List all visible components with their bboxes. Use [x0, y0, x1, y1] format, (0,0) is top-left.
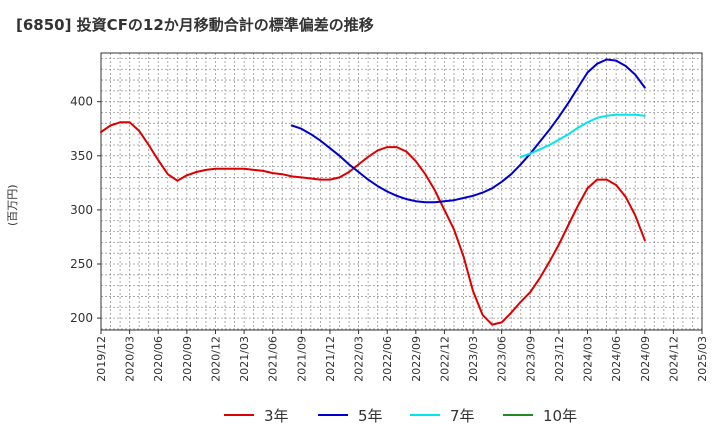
x-tick-label: 2020/12 [209, 336, 222, 382]
x-tick-label: 2021/12 [324, 336, 337, 382]
x-tick-label: 2020/09 [181, 336, 194, 382]
y-tick-label: 400 [70, 95, 93, 109]
series-line-3 [519, 113, 646, 158]
x-tick-label: 2023/06 [496, 336, 509, 382]
x-tick-label: 2021/09 [295, 336, 308, 382]
legend: 3年 5年 7年 10年 [0, 404, 720, 428]
x-tick-label: 2022/03 [353, 336, 366, 382]
x-tick-label: 2019/12 [95, 336, 108, 382]
x-tick-label: 2022/06 [381, 336, 394, 382]
x-tick-label: 2024/06 [610, 336, 623, 382]
axis-layer: 200 250 300 350 400 2019/12 2020/03 2020/06 2020… [70, 95, 709, 382]
legend-swatch [224, 414, 254, 416]
plot-frame [100, 52, 703, 331]
legend-label: 3年 [264, 406, 289, 425]
x-tick-label: 2020/06 [152, 336, 165, 382]
series-line-1 [100, 121, 646, 326]
legend-item-3: 7年 [410, 404, 475, 426]
x-tick-label: 2021/03 [238, 336, 251, 382]
legend-label: 7年 [450, 406, 475, 425]
x-tick-label: 2024/09 [639, 336, 652, 382]
series-layer [100, 58, 646, 326]
y-tick-label: 350 [70, 149, 93, 163]
y-tick-label: 200 [70, 311, 93, 325]
x-tick-label: 2022/09 [410, 336, 423, 382]
legend-label: 5年 [358, 406, 383, 425]
legend-swatch [410, 414, 440, 416]
legend-item-2: 5年 [318, 404, 383, 426]
y-tick-label: 300 [70, 203, 93, 217]
x-tick-label: 2023/03 [467, 336, 480, 382]
legend-swatch [318, 414, 348, 416]
legend-item-4: 10年 [503, 404, 577, 426]
chart-title: [6850] 投資CFの12か月移動合計の標準偏差の推移 [16, 16, 374, 34]
x-tick-label: 2021/06 [267, 336, 280, 382]
x-tick-label: 2024/12 [667, 336, 680, 382]
x-tick-label: 2020/03 [124, 336, 137, 382]
grid-layer [100, 53, 703, 330]
legend-swatch [503, 414, 533, 416]
x-tick-label: 2023/09 [524, 336, 537, 382]
x-tick-label: 2022/12 [438, 336, 451, 382]
legend-label: 10年 [543, 406, 578, 425]
legend-item-1: 3年 [224, 404, 289, 426]
x-tick-label: 2024/03 [582, 336, 595, 382]
series-line-2 [290, 58, 646, 204]
x-tick-label: 2023/12 [553, 336, 566, 382]
x-tick-label: 2025/03 [696, 336, 709, 382]
y-tick-label: 250 [70, 257, 93, 271]
